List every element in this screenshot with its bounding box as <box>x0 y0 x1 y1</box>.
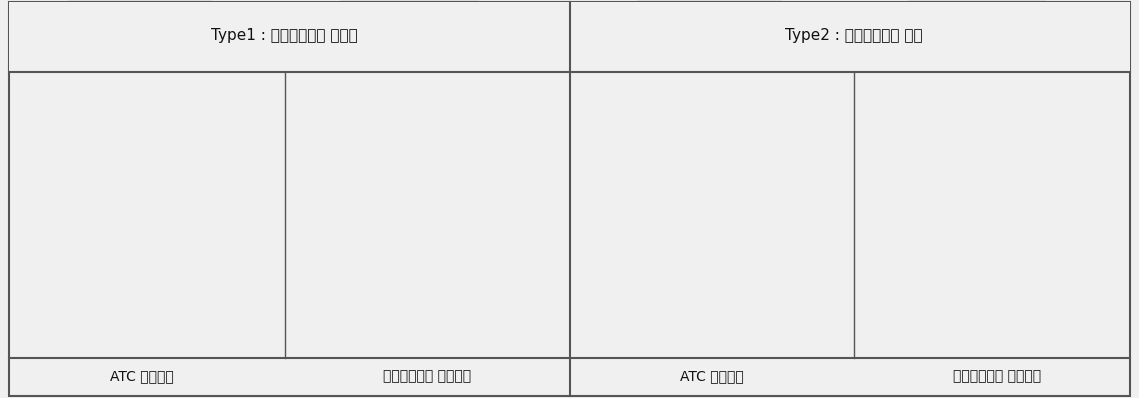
Text: ATC 평가곡선: ATC 평가곡선 <box>680 369 744 383</box>
Legend: V-5, V-3, V-1.5, V-0.75: V-5, V-3, V-1.5, V-0.75 <box>339 1 480 12</box>
Bar <box>9 2 570 72</box>
X-axis label: Frequency, Hz: Frequency, Hz <box>145 381 208 390</box>
Text: 일본건축학회 평가곡선: 일본건축학회 평가곡선 <box>952 369 1041 383</box>
Y-axis label: Peak Accelerations, cm/sec²: Peak Accelerations, cm/sec² <box>855 162 865 269</box>
Text: Type2 : 열교차단장치 적용: Type2 : 열교차단장치 적용 <box>786 28 923 43</box>
Legend: Workshop, Office, Residential, Critical working area: Workshop, Office, Residential, Critical … <box>636 1 782 21</box>
Legend: Workshop, Office, Residential, Critical working area: Workshop, Office, Residential, Critical … <box>66 1 213 21</box>
X-axis label: Frequency, Hz: Frequency, Hz <box>973 384 1036 393</box>
Text: ATC 평가곡선: ATC 평가곡선 <box>110 369 174 383</box>
Y-axis label: Peak Accelerations, cm/sec²: Peak Accelerations, cm/sec² <box>15 162 24 269</box>
X-axis label: Frequency, Hz: Frequency, Hz <box>714 381 778 390</box>
Y-axis label: Peak Accelerations, cm/sec²: Peak Accelerations, cm/sec² <box>288 162 297 269</box>
Legend: V-5, V-3, V-1.5, V-0.75: V-5, V-3, V-1.5, V-0.75 <box>907 1 1047 12</box>
Text: 일본건축학회 평가곡선: 일본건축학회 평가곡선 <box>383 369 472 383</box>
Y-axis label: Peak Accelerations, cm/sec²: Peak Accelerations, cm/sec² <box>584 162 593 269</box>
Bar <box>570 2 1130 72</box>
X-axis label: Frequency, Hz: Frequency, Hz <box>415 384 480 393</box>
Text: Type1 : 열교차단장치 미적용: Type1 : 열교차단장치 미적용 <box>212 28 358 43</box>
